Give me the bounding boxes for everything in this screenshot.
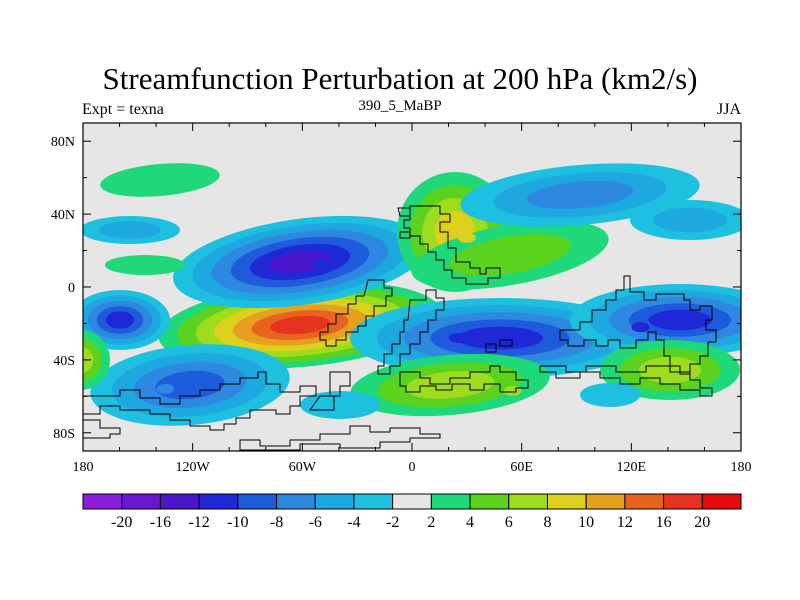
colorbar-label-3: -10 bbox=[227, 514, 248, 531]
y-tick-label-4: 80S bbox=[53, 427, 75, 442]
colorbar-label-12: 10 bbox=[578, 514, 594, 531]
contour-band-3-1 bbox=[449, 233, 571, 277]
contour-band-11-2 bbox=[526, 180, 634, 210]
x-tick-label-0: 180 bbox=[73, 460, 94, 475]
coastline-south-america-africa bbox=[377, 289, 445, 375]
contour-band-16-0 bbox=[105, 255, 185, 275]
contour-fields bbox=[83, 163, 741, 426]
positive-center-eurasia bbox=[457, 232, 476, 243]
y-tick-label-0: 80N bbox=[51, 135, 75, 150]
colorbar-swatch-2 bbox=[159, 493, 200, 510]
colorbar-label-6: -4 bbox=[347, 514, 360, 531]
colorbar-swatch-6 bbox=[314, 493, 355, 510]
axes: 180 120W 60W 0 60E 120E 180 80N 40N 0 40S 80S bbox=[51, 123, 752, 475]
coastline-antarctic bbox=[83, 371, 441, 451]
colorbar-swatches bbox=[82, 493, 742, 510]
colorbar-swatch-7 bbox=[353, 493, 394, 510]
y-tick-label-2: 0 bbox=[68, 281, 75, 296]
colorbar-swatch-12 bbox=[546, 493, 587, 510]
colorbar-swatch-9 bbox=[430, 493, 471, 510]
colorbar-swatch-13 bbox=[585, 493, 626, 510]
colorbar-swatch-8 bbox=[392, 493, 432, 510]
colorbar-label-10: 6 bbox=[505, 514, 513, 531]
x-tick-label-1: 120W bbox=[176, 460, 211, 475]
colorbar-label-5: -6 bbox=[309, 514, 322, 531]
contour-band-6-4 bbox=[105, 311, 135, 329]
colorbar-swatch-3 bbox=[198, 493, 239, 510]
contour-band-7-3 bbox=[155, 370, 225, 400]
colorbar-label-4: -8 bbox=[270, 514, 283, 531]
colorbar-label-1: -16 bbox=[150, 514, 171, 531]
coastline-australia-indian bbox=[399, 365, 713, 397]
coastline-north-america bbox=[319, 279, 393, 347]
colorbar-label-0: -20 bbox=[111, 514, 132, 531]
season-label: JJA bbox=[716, 101, 741, 118]
coastline-asia-pacific bbox=[485, 275, 717, 375]
contour-band-1-5 bbox=[269, 250, 331, 274]
x-tick-label-3: 0 bbox=[409, 460, 416, 475]
colorbar-label-2: -12 bbox=[188, 514, 209, 531]
contour-band-4-4 bbox=[457, 326, 543, 350]
colorbar-swatch-15 bbox=[663, 493, 703, 510]
contour-band-17-0 bbox=[300, 391, 380, 419]
positive-center-south-pacific bbox=[293, 318, 312, 329]
negative-center-south-atlantic bbox=[156, 384, 175, 394]
colorbar-label-11: 8 bbox=[543, 514, 551, 531]
colorbar-label-13: 12 bbox=[617, 514, 633, 531]
x-tick-label-6: 180 bbox=[731, 460, 752, 475]
colorbar-swatch-1 bbox=[121, 493, 161, 510]
y-tick-label-3: 40S bbox=[53, 354, 75, 369]
colorbar-labels: -20 -16 -12 -10 -8 -6 -4 -2 2 4 6 8 10 12 16 20 bbox=[111, 514, 710, 531]
x-tick-label-2: 60W bbox=[289, 460, 317, 475]
contour-band-12-1 bbox=[653, 207, 727, 233]
negative-center-west-pacific bbox=[631, 322, 650, 333]
run-label: 390_5_MaBP bbox=[358, 98, 442, 114]
colorbar-label-8: 2 bbox=[427, 514, 435, 531]
experiment-label: Expt = texna bbox=[82, 101, 164, 118]
colorbar-label-7: -2 bbox=[386, 514, 399, 531]
colorbar-swatch-11 bbox=[508, 493, 548, 510]
colorbar-swatch-16 bbox=[701, 493, 742, 510]
x-tick-label-5: 120E bbox=[617, 460, 647, 475]
coastline-europe-asia bbox=[397, 205, 501, 285]
negative-center-indian-ocean bbox=[448, 333, 467, 343]
colorbar-swatch-4 bbox=[237, 493, 278, 510]
chart-title: Streamfunction Perturbation at 200 hPa (… bbox=[102, 61, 698, 96]
colorbar-label-9: 4 bbox=[466, 514, 474, 531]
colorbar-swatch-10 bbox=[469, 493, 510, 510]
coastlines bbox=[83, 205, 717, 451]
contour-band-15-0 bbox=[580, 383, 640, 407]
contour-band-13-0 bbox=[100, 163, 220, 197]
contour-band-14-1 bbox=[99, 221, 161, 239]
colorbar-swatch-0 bbox=[82, 493, 123, 510]
y-tick-label-1: 40N bbox=[51, 208, 75, 223]
colorbar-swatch-14 bbox=[624, 493, 665, 510]
colorbar-swatch-5 bbox=[276, 493, 316, 510]
colorbar-label-15: 20 bbox=[694, 514, 710, 531]
x-tick-label-4: 60E bbox=[510, 460, 533, 475]
negative-center-north-pacific bbox=[311, 258, 330, 269]
contour-band-5-4 bbox=[648, 309, 712, 331]
colorbar-label-14: 16 bbox=[656, 514, 672, 531]
